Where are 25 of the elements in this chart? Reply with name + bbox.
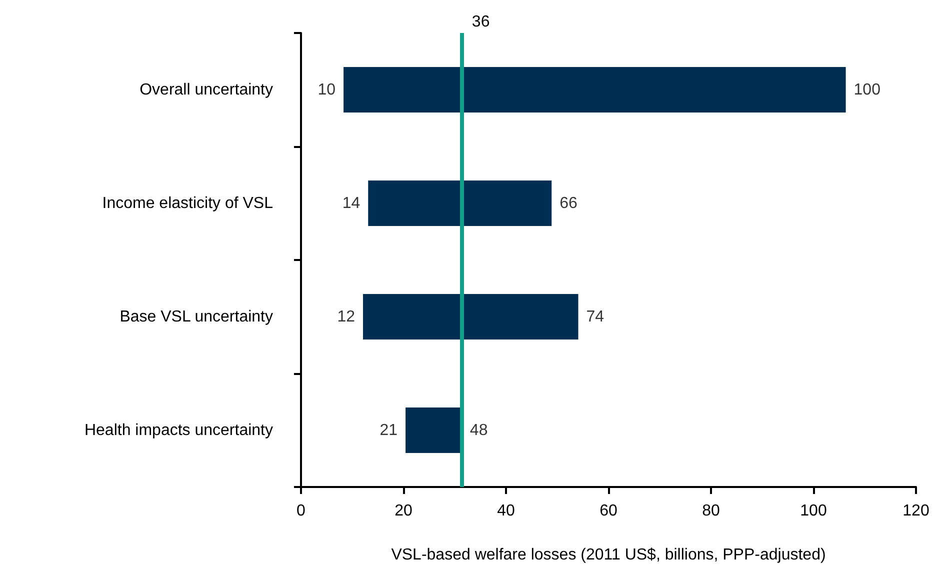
y-tick-label: Health impacts uncertainty: [84, 422, 273, 439]
annotation: 74: [586, 308, 604, 326]
x-axis-title: VSL-based welfare losses (2011 US$, billions, PPP-adjusted): [391, 546, 826, 564]
annotation: 14: [342, 194, 360, 212]
x-tick-label: 20: [394, 502, 412, 520]
annotation: 100: [854, 81, 881, 98]
x-tick-label: 60: [600, 502, 618, 520]
bar: [406, 408, 462, 453]
text: 36: [472, 14, 490, 30]
x-tick-label: 80: [702, 502, 720, 520]
annotation: 12: [337, 308, 356, 326]
y-tick-label: Base VSL uncertainty: [120, 308, 273, 326]
bar: [344, 67, 846, 112]
annotation: 66: [560, 194, 578, 212]
bar: [368, 180, 552, 226]
annotation: 48: [470, 422, 488, 439]
x-tick-label: 0: [296, 502, 306, 520]
annotation: 21: [380, 422, 398, 439]
y-tick-label: Income elasticity of VSL: [102, 194, 274, 212]
bar: [363, 294, 578, 340]
x-tick-label: 100: [800, 502, 827, 520]
y-tick-label: Overall uncertainty: [140, 81, 273, 98]
annotation: 10: [318, 81, 336, 98]
x-tick-label: 40: [497, 502, 515, 520]
x-tick-label: 120: [902, 502, 930, 520]
